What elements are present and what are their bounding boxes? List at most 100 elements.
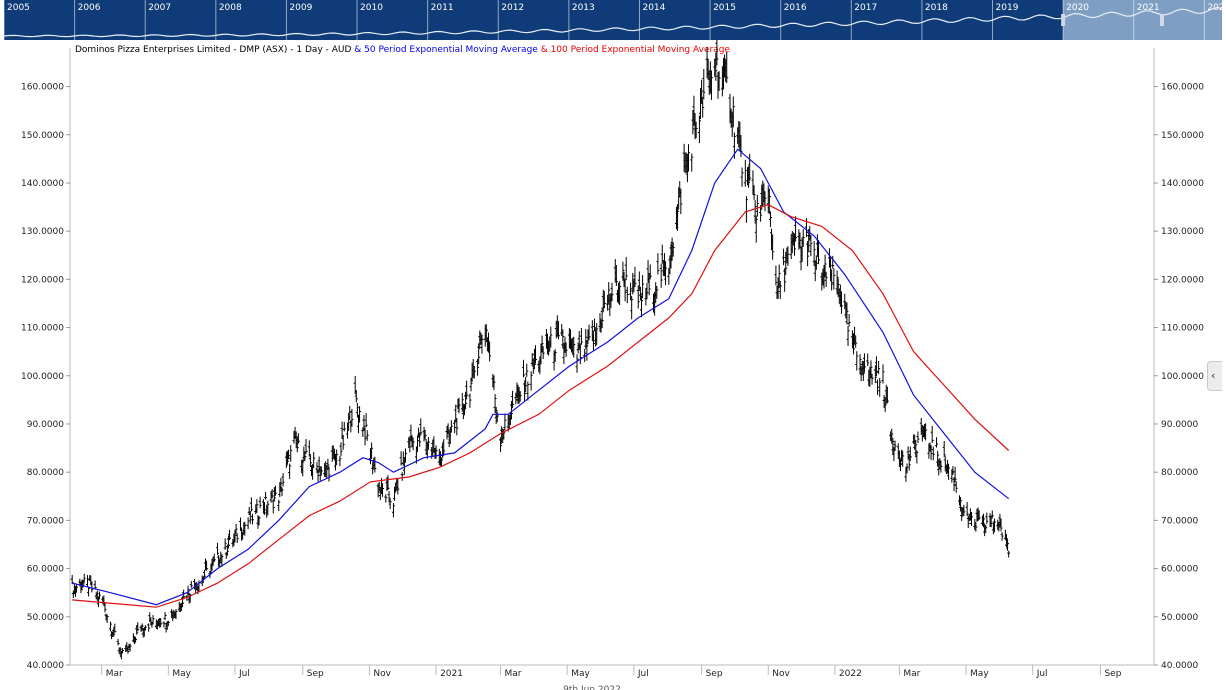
- ohlc-bar: [794, 216, 798, 242]
- y-tick-label: 140.0000: [1161, 179, 1204, 189]
- ohlc-bar: [553, 349, 557, 362]
- ohlc-bar: [823, 254, 827, 278]
- ohlc-bar: [744, 196, 748, 223]
- chart-canvas: Dominos Pizza Enterprises Limited - DMP …: [21, 40, 1204, 690]
- ohlc-bar: [449, 420, 453, 433]
- ohlc-bar: [524, 376, 528, 393]
- chevron-left-icon: ‹: [1211, 369, 1216, 382]
- ohlc-bar: [942, 441, 946, 458]
- ohlc-bar: [974, 522, 978, 532]
- ohlc-bar: [883, 397, 887, 413]
- ohlc-bar: [587, 324, 591, 341]
- ohlc-bar: [488, 341, 492, 362]
- navigator-handle-left[interactable]: [1061, 14, 1066, 26]
- x-tick-label: Sep: [1104, 669, 1121, 679]
- ohlc-bar: [753, 200, 757, 224]
- ohlc-bar: [238, 517, 242, 531]
- ohlc-bar: [947, 463, 951, 480]
- ohlc-bar: [768, 211, 772, 228]
- ohlc-bar: [591, 330, 595, 351]
- ohlc-bar: [924, 423, 928, 441]
- y-tick-label: 160.0000: [21, 83, 64, 93]
- ohlc-bar: [454, 404, 458, 423]
- ohlc-bar: [855, 351, 859, 371]
- ohlc-bar: [75, 584, 79, 593]
- ohlc-bar: [93, 580, 97, 590]
- ohlc-bar: [869, 360, 873, 378]
- y-tick-label: 110.0000: [1161, 324, 1204, 334]
- y-tick-label: 150.0000: [21, 131, 64, 141]
- ohlc-bar: [624, 256, 628, 281]
- ohlc-bar: [287, 449, 291, 460]
- y-axis-left: 40.0000 50.0000 60.0000 70.0000 80.0000 90.00…: [21, 83, 70, 671]
- ohlc-bar: [812, 240, 816, 266]
- ohlc-bar: [679, 188, 683, 215]
- ohlc-bar: [370, 442, 374, 459]
- ohlc-bar: [1007, 550, 1011, 558]
- navigator-year-label: 2020: [1066, 3, 1089, 13]
- ohlc-bar: [495, 411, 499, 423]
- ohlc-bar: [982, 513, 986, 528]
- ohlc-bar: [600, 307, 604, 329]
- ohlc-bar: [939, 460, 943, 473]
- ohlc-bar: [901, 450, 905, 467]
- ohlc-bar: [476, 358, 480, 376]
- y-tick-label: 60.0000: [27, 565, 64, 575]
- ohlc-bar: [836, 278, 840, 298]
- ohlc-bar: [189, 580, 193, 588]
- ohlc-bar: [131, 633, 135, 643]
- ohlc-bar: [610, 282, 614, 302]
- ohlc-bar: [234, 523, 238, 534]
- ohlc-bar: [953, 466, 957, 483]
- range-navigator[interactable]: 2005 2006 2007 2008 2009 2010 2011 2012 2013 2014…: [4, 0, 1222, 40]
- ohlc-bar: [327, 466, 331, 482]
- ohlc-bar: [391, 503, 395, 518]
- ohlc-bar: [686, 144, 690, 172]
- collapse-panel-button[interactable]: ‹: [1207, 361, 1222, 391]
- ohlc-bar: [128, 643, 132, 652]
- ohlc-bar: [90, 581, 94, 593]
- ohlc-bar: [973, 519, 977, 531]
- ohlc-bar: [814, 255, 818, 270]
- ohlc-bar: [518, 391, 522, 402]
- ohlc-bar: [235, 533, 239, 544]
- ohlc-bar: [731, 96, 735, 128]
- ohlc-bar: [774, 265, 778, 286]
- ohlc-bar: [532, 348, 536, 370]
- ohlc-bar: [365, 430, 369, 441]
- ohlc-bar: [593, 318, 597, 332]
- ohlc-bar: [640, 295, 644, 318]
- x-tick-label: May: [571, 669, 590, 679]
- ohlc-bar: [87, 586, 91, 597]
- ohlc-bar: [151, 615, 155, 625]
- ohlc-bar: [965, 501, 969, 516]
- ohlc-bar: [798, 232, 802, 249]
- y-tick-label: 50.0000: [1161, 613, 1198, 623]
- ohlc-bar: [312, 451, 316, 468]
- ohlc-bar: [177, 601, 181, 612]
- ohlc-bar: [623, 278, 627, 302]
- navigator-selection[interactable]: [1063, 0, 1222, 40]
- x-tick-label: Mar: [106, 669, 123, 679]
- ohlc-bar: [147, 623, 151, 632]
- ohlc-bar: [502, 428, 506, 440]
- ohlc-bar: [288, 463, 292, 479]
- ohlc-bar: [694, 121, 698, 139]
- ohlc-bar: [263, 502, 267, 515]
- navigator-price-line: [4, 6, 1222, 38]
- ohlc-bar: [134, 636, 138, 643]
- ohlc-bar: [641, 275, 645, 299]
- ohlc-bar: [583, 348, 587, 362]
- navigator-year-label: 2019: [996, 3, 1019, 13]
- y-tick-label: 100.0000: [1161, 372, 1204, 382]
- ohlc-bar: [363, 427, 367, 446]
- ohlc-bar: [891, 437, 895, 456]
- navigator-handle-right[interactable]: [1160, 14, 1164, 26]
- ohlc-bar: [226, 535, 230, 549]
- ohlc-bar: [113, 623, 117, 633]
- ohlc-bar: [523, 381, 527, 402]
- ohlc-bar: [98, 591, 102, 599]
- navigator-year-label: 2014: [642, 3, 665, 13]
- plot-area: [69, 40, 1155, 666]
- x-tick-label: Mar: [505, 669, 522, 679]
